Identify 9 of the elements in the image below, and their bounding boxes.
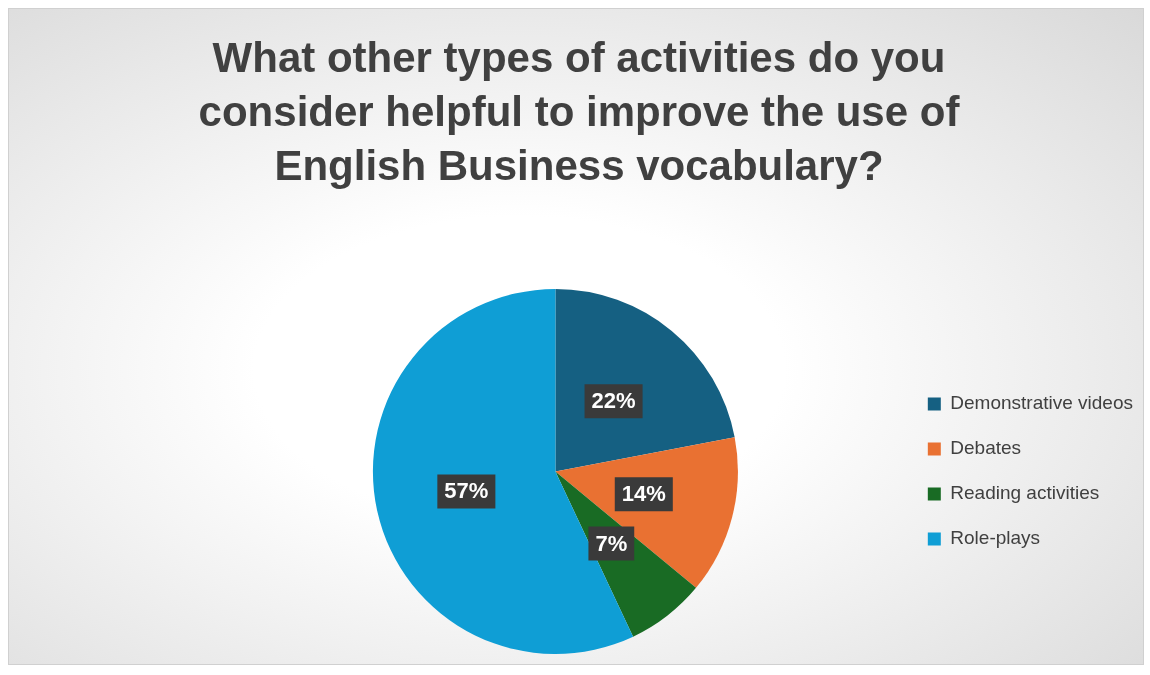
legend-label: Demonstrative videos — [950, 392, 1134, 414]
legend-label: Reading activities — [950, 482, 1100, 504]
data-label: 57% — [444, 478, 489, 504]
data-label: 22% — [591, 388, 636, 414]
chart-title: What other types of activities do you consider helpful to improve the use of English Business vocabulary? — [197, 33, 961, 191]
legend-label: Debates — [950, 437, 1022, 459]
data-label: 14% — [621, 481, 666, 507]
data-label: 7% — [595, 530, 628, 556]
legend-label: Role-plays — [950, 527, 1041, 549]
